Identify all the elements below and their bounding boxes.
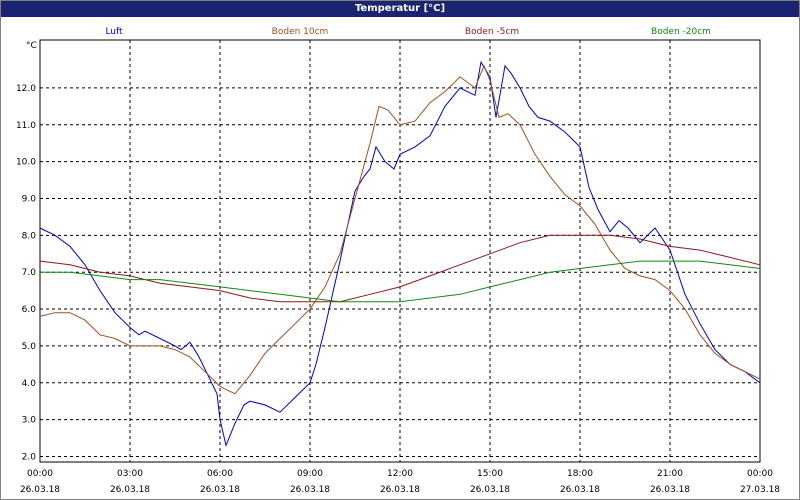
legend-entry: Boden 10cm [272,27,329,37]
series-line-boden-5cm [39,234,761,303]
x-tick-time: 03:00 [117,469,143,479]
y-tick-label: 4.0 [22,379,37,389]
series-line-boden-20cm [40,260,761,303]
x-tick-time: 09:00 [297,469,323,479]
x-tick-date: 26.03.18 [110,485,150,495]
x-tick-time: 18:00 [567,469,593,479]
y-tick-label: 7.0 [22,268,37,278]
y-tick-label: 11.0 [16,121,36,131]
x-tick-time: 21:00 [657,469,683,479]
legend-entry: Luft [105,27,123,37]
y-tick-label: 6.0 [22,305,37,315]
x-tick-date: 26.03.18 [470,485,510,495]
x-tick-date: 26.03.18 [560,485,600,495]
x-tick-time: 12:00 [387,469,413,479]
y-tick-label: 12.0 [16,84,36,94]
y-tick-label: 5.0 [22,342,37,352]
y-tick-label: 10.0 [16,158,36,168]
axis-labels: 2.0 3.0 4.0 5.0 6.0 7.0 8.0 9.0 10.0 11.0 12.0 00:0… [16,27,780,495]
y-axis-label: °C [26,41,37,51]
x-tick-time: 15:00 [477,469,503,479]
legend-entry: Boden -20cm [651,27,711,37]
series-line-luft [39,60,761,448]
x-tick-time: 00:00 [27,469,53,479]
legend-entry: Boden -5cm [465,27,519,37]
series-line-boden-10cm [39,64,761,395]
chart-title: Temperatur [°C] [1,1,799,17]
x-tick-date: 27.03.18 [740,485,780,495]
y-tick-label: 9.0 [22,194,37,204]
x-tick-date: 26.03.18 [650,485,690,495]
y-tick-label: 8.0 [22,231,37,241]
x-tick-date: 26.03.18 [290,485,330,495]
x-tick-date: 26.03.18 [200,485,240,495]
x-tick-date: 26.03.18 [380,485,420,495]
y-tick-label: 2.0 [22,452,37,462]
x-tick-time: 00:00 [747,469,773,479]
x-tick-time: 06:00 [207,469,233,479]
grid [40,40,760,462]
series-group [39,60,761,448]
plot-area [39,39,761,463]
y-tick-label: 3.0 [22,416,37,426]
x-tick-date: 26.03.18 [20,485,60,495]
